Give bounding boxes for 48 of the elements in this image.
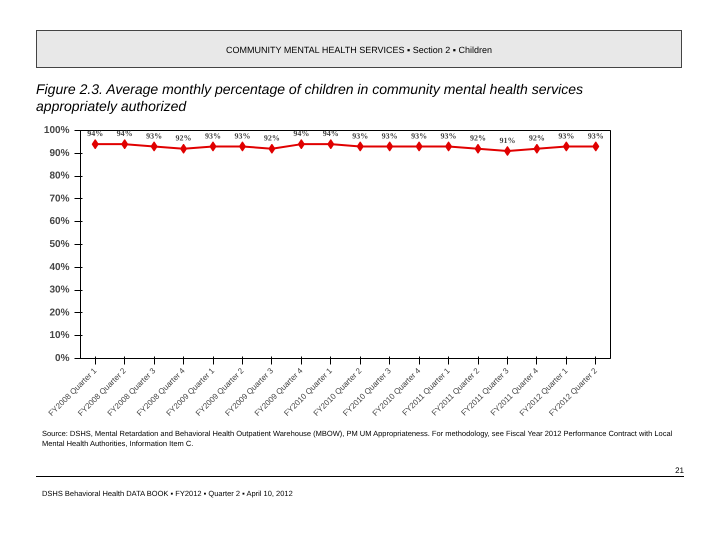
y-tick-label: 30% <box>49 284 70 296</box>
point <box>356 141 364 152</box>
data-label: 93% <box>588 131 604 140</box>
data-label: 93% <box>558 131 574 140</box>
point <box>327 139 334 150</box>
point <box>386 141 394 152</box>
chart-subtitle: COMMUNITY MENTAL HEALTH SERVICES ▪ Section 2 ▪ Children <box>36 30 682 68</box>
y-tick-label: 40% <box>49 262 70 273</box>
point <box>504 146 511 156</box>
data-label: 91% <box>499 136 516 146</box>
data-label: 93% <box>146 131 162 140</box>
y-tick-label: 50% <box>49 239 70 250</box>
y-tick-label: 100% <box>44 125 70 136</box>
y-tick-label: 10% <box>49 330 70 342</box>
y-tick-label: 70% <box>49 193 70 204</box>
point <box>121 139 128 150</box>
chart-title: Figure 2.3. Average monthly percentage of children in community mental health services appropriately authorized <box>36 81 584 115</box>
data-label: 94% <box>116 129 133 138</box>
data-label: 92% <box>528 134 545 143</box>
point <box>445 141 452 152</box>
data-label: 93% <box>382 131 398 140</box>
text: 21 <box>36 466 684 477</box>
point <box>416 141 423 152</box>
data-label: 93% <box>440 131 457 140</box>
data-label: 92% <box>176 134 192 143</box>
data-label: 92% <box>264 134 280 143</box>
point <box>298 139 305 150</box>
point <box>562 141 570 152</box>
y-tick-label: 0% <box>55 353 70 364</box>
data-label: 94% <box>322 129 339 138</box>
data-label: 93% <box>352 131 368 140</box>
point <box>268 144 276 154</box>
data-label: 93% <box>234 131 250 140</box>
y-tick-label: 90% <box>49 148 70 159</box>
point <box>92 139 99 150</box>
data-label: 94% <box>87 129 104 138</box>
point <box>180 144 188 154</box>
point <box>238 141 246 152</box>
data-label: 92% <box>470 134 486 143</box>
y-tick-label: 20% <box>49 307 70 318</box>
point <box>150 141 158 152</box>
point <box>533 144 540 154</box>
data-label: 93% <box>411 131 428 140</box>
data-label: 93% <box>205 131 221 140</box>
data-label: 94% <box>293 129 310 138</box>
y-tick-label: 60% <box>49 216 70 228</box>
point <box>592 141 600 152</box>
y-tick-label: 80% <box>49 170 70 182</box>
